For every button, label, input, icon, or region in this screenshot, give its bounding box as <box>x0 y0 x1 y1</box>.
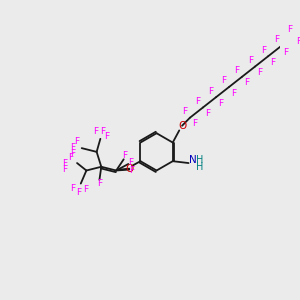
Text: F: F <box>182 107 188 116</box>
Text: O: O <box>125 164 134 174</box>
Text: F: F <box>192 119 197 128</box>
Text: F: F <box>129 158 134 166</box>
Text: F: F <box>196 97 201 106</box>
Text: H: H <box>196 162 203 172</box>
Text: F: F <box>104 133 110 142</box>
Text: F: F <box>62 158 68 167</box>
Text: O: O <box>178 121 186 131</box>
Text: F: F <box>68 153 73 162</box>
Text: F: F <box>70 149 75 158</box>
Text: F: F <box>248 56 253 65</box>
Text: F: F <box>218 99 224 108</box>
Text: F: F <box>231 89 236 98</box>
Text: F: F <box>62 165 68 174</box>
Text: F: F <box>205 109 210 118</box>
Text: N: N <box>189 155 197 165</box>
Text: F: F <box>261 46 266 55</box>
Text: F: F <box>83 184 88 194</box>
Text: F: F <box>100 127 105 136</box>
Text: F: F <box>74 137 80 146</box>
Text: F: F <box>235 66 240 75</box>
Text: F: F <box>130 166 135 175</box>
Text: F: F <box>299 25 300 34</box>
Text: F: F <box>222 76 227 85</box>
Text: F: F <box>297 38 300 46</box>
Text: F: F <box>287 25 292 34</box>
Text: F: F <box>284 48 289 57</box>
Text: F: F <box>70 143 75 152</box>
Text: F: F <box>271 58 276 67</box>
Text: F: F <box>257 68 262 77</box>
Text: F: F <box>208 86 214 95</box>
Text: F: F <box>93 127 98 136</box>
Text: F: F <box>122 151 127 160</box>
Text: F: F <box>76 188 82 197</box>
Text: F: F <box>97 179 102 188</box>
Text: H: H <box>196 155 203 165</box>
Text: F: F <box>274 35 279 44</box>
Text: F: F <box>70 184 75 193</box>
Text: F: F <box>244 79 250 88</box>
